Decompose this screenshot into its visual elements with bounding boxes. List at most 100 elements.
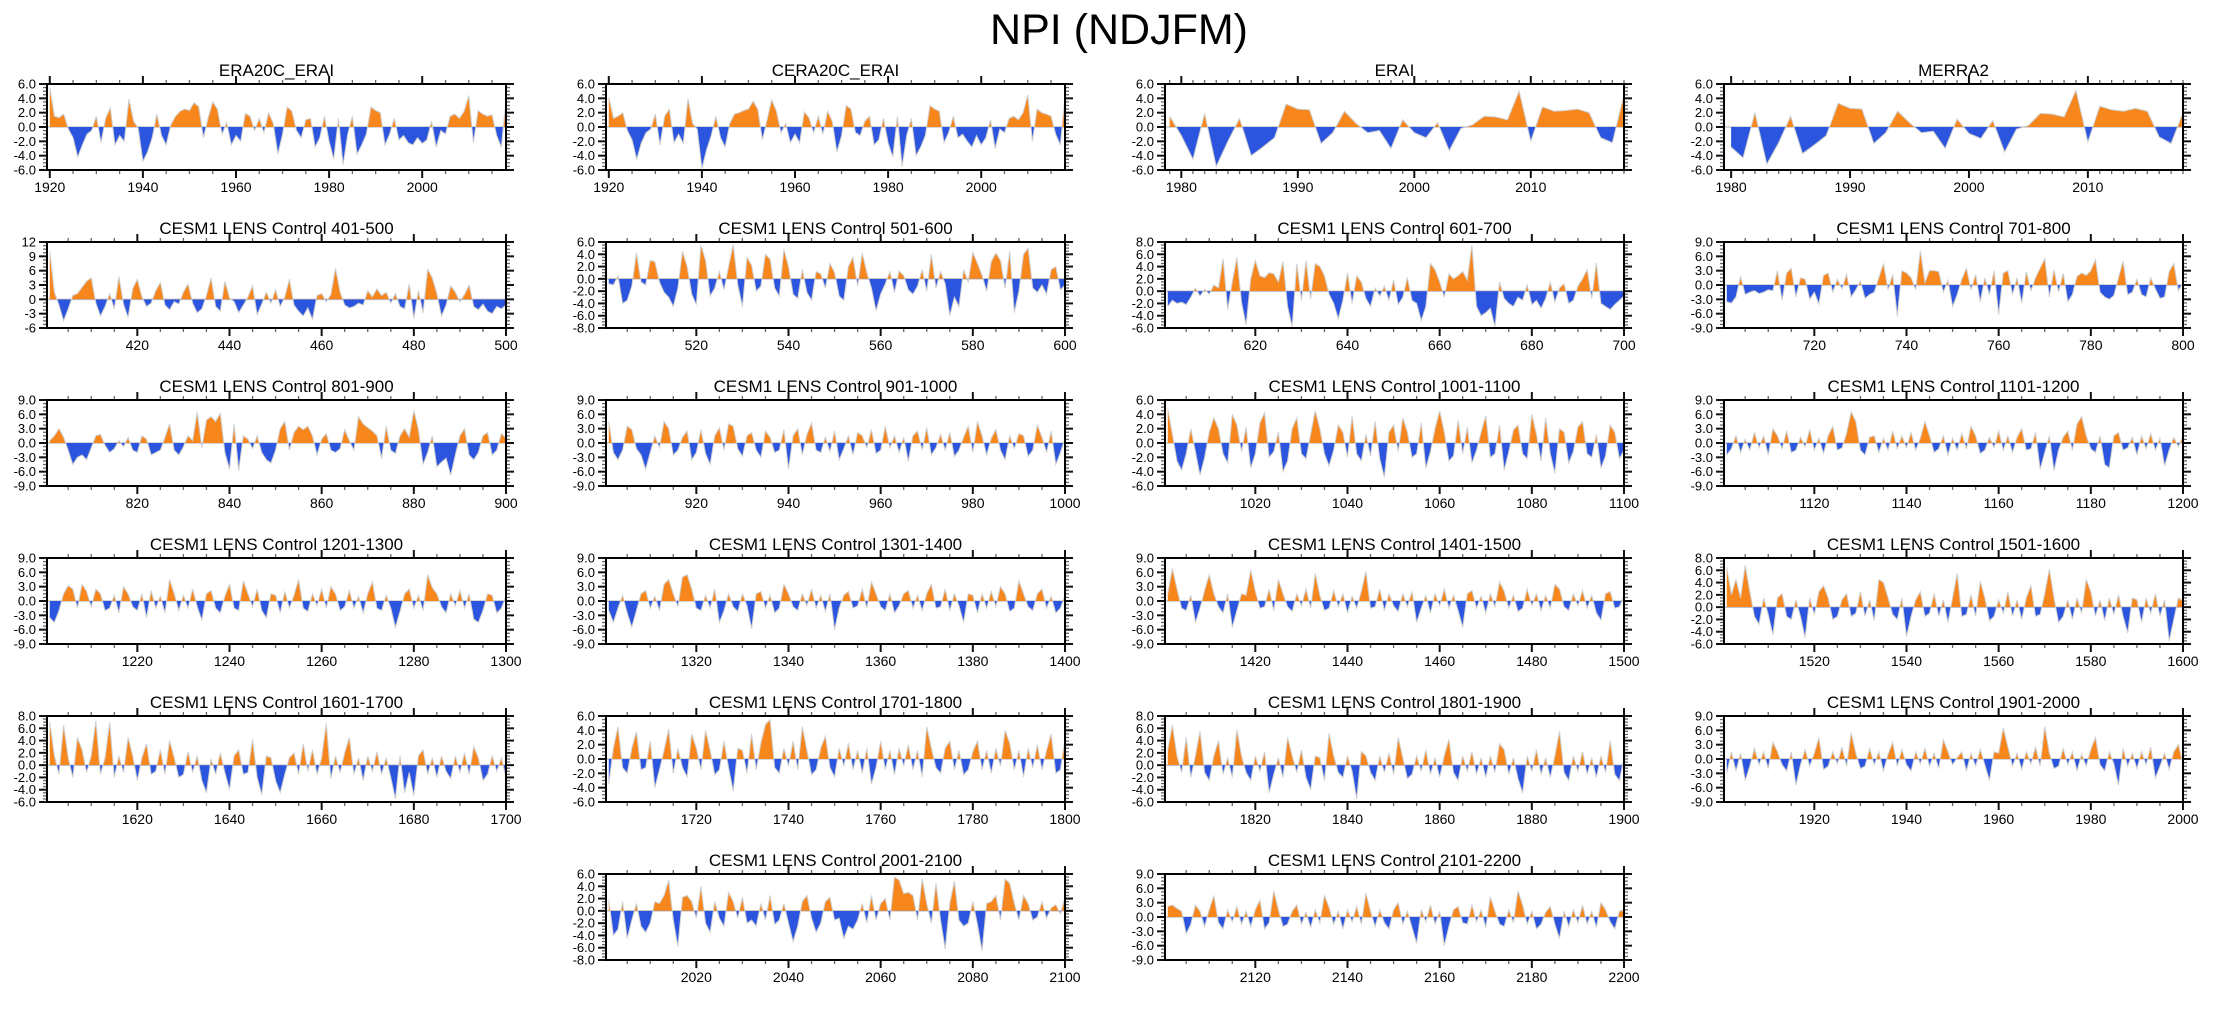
y-tick-label: -6.0 <box>1132 622 1154 637</box>
x-tick-label: 1020 <box>1240 495 1271 511</box>
y-tick-label: -3.0 <box>1691 292 1713 307</box>
y-tick-label: 6.0 <box>1136 247 1154 262</box>
x-tick-label: 480 <box>402 337 426 353</box>
y-tick-label: 9.0 <box>18 551 36 566</box>
y-tick-label: -3.0 <box>573 608 595 623</box>
y-tick-label: -4.0 <box>1132 782 1154 797</box>
curve-outline <box>49 574 507 630</box>
y-tick-label: 2.0 <box>18 745 36 760</box>
y-tick-label: 6.0 <box>18 77 36 92</box>
area-positive <box>608 719 1065 759</box>
area-negative <box>1726 759 2183 786</box>
chart-svg: CESM1 LENS Control 801-900 820 840 860 880 90… <box>14 377 518 511</box>
curve-outline <box>49 87 507 166</box>
y-tick-label: 6.0 <box>1695 249 1713 264</box>
plot-frame <box>605 399 1066 487</box>
x-tick-label: 2020 <box>681 969 712 985</box>
chart-svg: CESM1 LENS Control 501-600 520 540 560 580 60… <box>573 219 1077 353</box>
y-tick-label: -2.0 <box>1691 134 1713 149</box>
curve-outline <box>49 251 507 323</box>
y-tick-label: 2.0 <box>577 891 595 906</box>
y-tick-label: 4.0 <box>1136 733 1154 748</box>
x-tick-label: 1060 <box>1424 495 1455 511</box>
chart-svg: CERA20C_ERAI 1920 1940 1960 1980 2000 -6.0-4.0… <box>573 61 1073 195</box>
x-tick-label: 720 <box>1803 337 1827 353</box>
chart-svg: CESM1 LENS Control 1101-1200 1120 1140 1160… <box>1691 377 2199 511</box>
y-tick-label: 8.0 <box>18 709 36 724</box>
y-tick-label: 8.0 <box>1136 235 1154 250</box>
chart-svg: CESM1 LENS Control 601-700 620 640 660 680 70… <box>1132 219 1636 353</box>
x-tick-label: 940 <box>777 495 801 511</box>
plot-frame <box>1164 873 1625 961</box>
y-tick-label: -4.0 <box>573 148 595 163</box>
x-tick-label: 1240 <box>214 653 245 669</box>
area-positive <box>49 410 506 443</box>
plot-frame <box>46 241 507 329</box>
y-tick-label: 3.0 <box>577 579 595 594</box>
y-tick-label: -2.0 <box>1132 296 1154 311</box>
y-tick-label: -6.0 <box>14 464 36 479</box>
y-tick-label: -6.0 <box>1132 479 1154 494</box>
x-tick-label: 1580 <box>2075 653 2106 669</box>
y-tick-label: 0.0 <box>18 594 36 609</box>
x-tick-label: 1540 <box>1891 653 1922 669</box>
y-tick-label: 0.0 <box>1695 600 1713 615</box>
curve-outline <box>608 244 1066 316</box>
x-tick-label: 2010 <box>1515 179 1546 195</box>
y-tick-label: 6.0 <box>577 565 595 580</box>
area-positive <box>1169 91 1624 127</box>
y-tick-label: 0.0 <box>18 758 36 773</box>
x-tick-label: 500 <box>494 337 518 353</box>
y-tick-label: 9.0 <box>1695 709 1713 724</box>
y-tick-label: 6.0 <box>577 867 595 882</box>
y-tick-label: 0.0 <box>18 120 36 135</box>
x-tick-label: 1980 <box>1166 179 1197 195</box>
y-tick-label: 2.0 <box>577 737 595 752</box>
y-tick-label: 3.0 <box>1695 737 1713 752</box>
x-tick-label: 460 <box>310 337 334 353</box>
y-tick-label: 9.0 <box>1695 235 1713 250</box>
chart-panel: CESM1 LENS Control 1101-1200 1120 1140 1160… <box>1677 376 2236 534</box>
area-positive <box>1167 568 1624 601</box>
panel-title: CESM1 LENS Control 1601-1700 <box>150 693 403 712</box>
x-tick-label: 1990 <box>1834 179 1865 195</box>
y-tick-label: 4.0 <box>1136 407 1154 422</box>
y-tick-label: -3.0 <box>1132 924 1154 939</box>
area-positive <box>49 251 506 300</box>
chart-grid: ERA20C_ERAI 1920 1940 1960 1980 2000 -6.0 -4.0-… <box>0 60 2238 1008</box>
x-tick-label: 580 <box>961 337 985 353</box>
y-tick-label: -3 <box>24 306 36 321</box>
y-tick-label: 6.0 <box>1136 77 1154 92</box>
x-tick-label: 2000 <box>1399 179 1430 195</box>
x-tick-label: 880 <box>402 495 426 511</box>
x-tick-label: 1720 <box>681 811 712 827</box>
y-tick-label: 3.0 <box>1136 579 1154 594</box>
y-tick-label: -6 <box>24 321 36 336</box>
y-tick-label: -3.0 <box>1691 766 1713 781</box>
y-tick-label: -6.0 <box>1132 321 1154 336</box>
x-tick-label: 1520 <box>1799 653 1830 669</box>
panel-title: CESM1 LENS Control 601-700 <box>1277 219 1511 238</box>
x-tick-label: 1560 <box>1983 653 2014 669</box>
area-negative <box>608 759 1065 792</box>
panel-title: CESM1 LENS Control 1101-1200 <box>1828 377 2080 396</box>
x-tick-label: 1340 <box>773 653 804 669</box>
panel-title: CESM1 LENS Control 1801-1900 <box>1268 693 1521 712</box>
x-tick-label: 1960 <box>220 179 251 195</box>
curve-outline <box>1726 410 2184 471</box>
x-tick-label: 1990 <box>1282 179 1313 195</box>
chart-svg: CESM1 LENS Control 401-500 420 440 460 480 50… <box>22 219 518 353</box>
plot-frame <box>46 557 507 645</box>
panel-title: CESM1 LENS Control 1701-1800 <box>709 693 962 712</box>
y-tick-label: -9.0 <box>1691 795 1713 810</box>
plot-frame <box>1164 557 1625 645</box>
area-positive <box>1731 90 2183 127</box>
y-tick-label: 0.0 <box>577 903 595 918</box>
y-tick-label: 3 <box>29 278 36 293</box>
x-tick-label: 1460 <box>1424 653 1455 669</box>
y-tick-label: -2.0 <box>573 284 595 299</box>
y-tick-label: 9.0 <box>1695 393 1713 408</box>
x-tick-label: 1940 <box>686 179 717 195</box>
x-tick-label: 1980 <box>2075 811 2106 827</box>
area-positive <box>608 421 1065 443</box>
